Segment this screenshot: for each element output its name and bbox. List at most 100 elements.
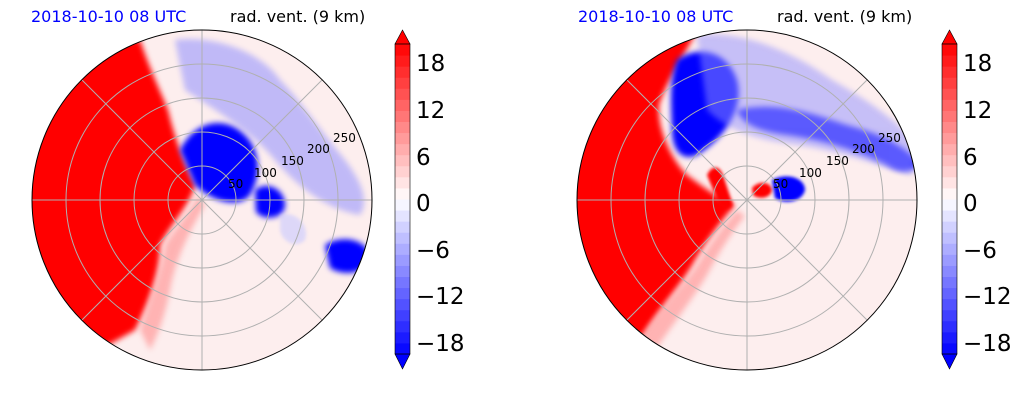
- colorbar-level: [942, 132, 957, 145]
- panel-left-chart: 50 100 150 200 250 18 12 6 0 −6 −12 −18: [31, 29, 465, 371]
- colorbar-level: [942, 320, 957, 333]
- colorbar-level: [942, 221, 957, 233]
- weak-negative-region: [697, 34, 917, 176]
- polar-grid: [32, 30, 372, 370]
- colorbar-level: [942, 110, 957, 122]
- colorbar-level: [395, 176, 410, 189]
- panel-left-datetime-title: 2018-10-10 08 UTC: [31, 7, 187, 26]
- colorbar-level: [942, 342, 957, 355]
- colorbar-level: [395, 154, 410, 167]
- colorbar-level: [395, 88, 410, 100]
- colorbar-level: [942, 121, 957, 134]
- colorbar-tick-label: −6: [963, 238, 997, 264]
- colorbar-tick-label: −6: [416, 238, 450, 264]
- colorbar-tick-label: 0: [963, 191, 978, 217]
- positive-velocity-streak: [707, 167, 733, 209]
- radial-tick-label: 50: [773, 177, 788, 191]
- colorbar-tick-label: 6: [416, 145, 431, 171]
- colorbar-extend-min: [394, 353, 411, 370]
- positive-velocity-fringe: [637, 210, 745, 355]
- colorbar-level: [942, 77, 957, 89]
- colorbar-level: [942, 66, 957, 78]
- colorbar-extend-min: [941, 353, 958, 370]
- colorbar-level: [942, 88, 957, 100]
- colorbar-level: [395, 199, 410, 211]
- weak-negative-region: [175, 39, 365, 216]
- colorbar-level: [942, 199, 957, 211]
- colorbar-level: [942, 187, 957, 200]
- colorbar-level: [942, 331, 957, 344]
- radial-tick-label: 150: [281, 154, 304, 168]
- polar-grid: [577, 30, 917, 370]
- colorbar-level: [395, 254, 410, 266]
- radial-tick-label: 100: [799, 166, 822, 180]
- colorbar-level: [942, 287, 957, 300]
- colorbar-level: [395, 143, 410, 156]
- colorbar-level: [942, 44, 957, 56]
- colorbar-level: [942, 99, 957, 111]
- panel-right-variable-title: rad. vent. (9 km): [777, 7, 913, 26]
- colorbar-extend-max: [394, 29, 411, 45]
- colorbar-levels: [942, 44, 957, 355]
- colorbar-level: [395, 44, 410, 56]
- colorbar-level: [942, 154, 957, 167]
- radial-tick-label: 100: [254, 166, 277, 180]
- colorbar-level: [395, 132, 410, 145]
- colorbar-level: [395, 243, 410, 255]
- colorbar-level: [942, 143, 957, 156]
- weak-negative-patch: [280, 214, 306, 245]
- colorbar-level: [395, 309, 410, 322]
- colorbar-level: [942, 276, 957, 289]
- colorbar-tick-label: 6: [963, 145, 978, 171]
- colorbar-level: [395, 77, 410, 89]
- colorbar-tick-label: −12: [963, 284, 1012, 310]
- panel-left: 2018-10-10 08 UTC rad. vent. (9 km): [31, 7, 465, 371]
- colorbar-level: [942, 210, 957, 222]
- panel-right: 2018-10-10 08 UTC rad. vent. (9 km): [547, 0, 1028, 401]
- colorbar-level: [942, 309, 957, 322]
- colorbar-level: [395, 276, 410, 289]
- radial-tick-label: 200: [307, 142, 330, 156]
- positive-velocity-small-patch: [752, 182, 772, 198]
- colorbar-level: [395, 187, 410, 200]
- colorbar-level: [395, 66, 410, 78]
- colorbar-level: [395, 110, 410, 122]
- colorbar-level: [942, 265, 957, 277]
- colorbar-level: [942, 176, 957, 189]
- colorbar: 18 12 6 0 −6 −12 −18: [394, 29, 465, 370]
- colorbar-tick-label: −12: [416, 284, 465, 310]
- radial-tick-label: 150: [826, 154, 849, 168]
- colorbar-level: [942, 232, 957, 244]
- colorbar-frame: [394, 43, 411, 355]
- panel-left-variable-title: rad. vent. (9 km): [230, 7, 366, 26]
- colorbar-level: [395, 265, 410, 277]
- colorbar-level: [395, 165, 410, 178]
- colorbar-level: [395, 55, 410, 67]
- colorbar-level: [395, 210, 410, 222]
- plot-boundary: [576, 29, 918, 371]
- colorbar-level: [395, 320, 410, 333]
- colorbar-tick-label: −18: [963, 331, 1012, 357]
- radial-tick-label: 200: [852, 142, 875, 156]
- colorbar-level: [942, 165, 957, 178]
- colorbar-tick-label: 18: [963, 51, 992, 77]
- colorbar-level: [395, 221, 410, 233]
- colorbar-tick-label: −18: [416, 331, 465, 357]
- colorbar-level: [395, 232, 410, 244]
- colorbar-tick-label: 18: [416, 51, 445, 77]
- colorbar-level: [395, 99, 410, 111]
- colorbar-tick-label: 12: [963, 98, 992, 124]
- panel-right-datetime-title: 2018-10-10 08 UTC: [578, 7, 734, 26]
- colorbar-level: [395, 287, 410, 300]
- colorbar-level: [395, 342, 410, 355]
- plot-boundary: [31, 29, 373, 371]
- radial-tick-label: 50: [228, 177, 243, 191]
- colorbar-tick-label: 12: [416, 98, 445, 124]
- colorbar-level: [942, 55, 957, 67]
- colorbar: 18 12 6 0 −6 −12 −18: [941, 29, 1012, 370]
- colorbar-tick-label: 0: [416, 191, 431, 217]
- colorbar-extend-max: [941, 29, 958, 45]
- colorbar-level: [942, 243, 957, 255]
- radial-tick-label: 250: [878, 131, 901, 145]
- colorbar-levels: [395, 44, 410, 355]
